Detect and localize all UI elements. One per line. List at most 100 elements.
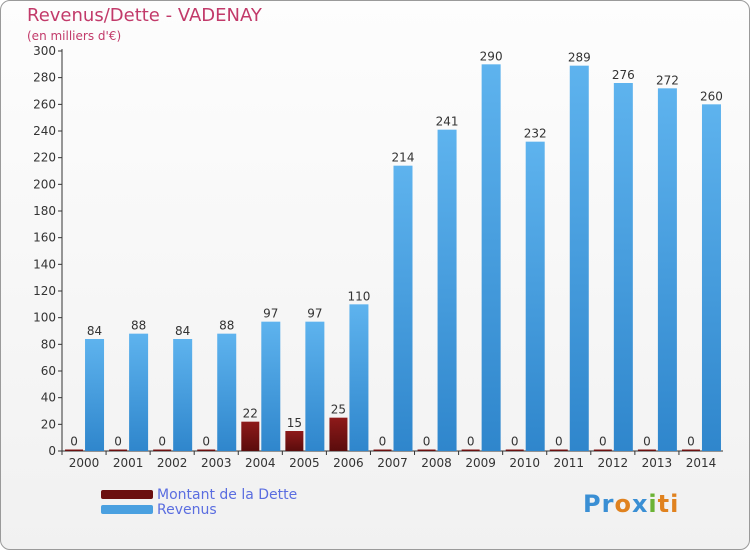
- data-label-revenus: 241: [436, 115, 459, 129]
- x-tick-label: 2012: [598, 456, 629, 470]
- data-label-revenus: 276: [612, 68, 635, 82]
- bar-dette: [285, 431, 304, 451]
- data-label-revenus: 88: [219, 319, 234, 333]
- y-tick-label: 160: [33, 231, 56, 245]
- data-label-dette: 0: [379, 435, 387, 449]
- data-label-revenus: 289: [568, 51, 591, 65]
- y-tick-label: 300: [33, 44, 56, 58]
- bar-dette: [153, 449, 172, 451]
- x-tick-label: 2001: [113, 456, 144, 470]
- bar-revenus: [393, 165, 413, 451]
- legend: Montant de la Dette Revenus: [101, 487, 297, 518]
- data-label-revenus: 232: [524, 127, 547, 141]
- x-tick-label: 2006: [333, 456, 364, 470]
- x-tick-label: 2002: [157, 456, 188, 470]
- y-tick-label: 200: [33, 177, 56, 191]
- data-label-dette: 0: [687, 435, 695, 449]
- y-tick-label: 0: [48, 444, 56, 458]
- bar-revenus: [613, 83, 633, 451]
- data-label-dette: 0: [555, 435, 563, 449]
- data-label-revenus: 110: [347, 289, 370, 303]
- data-label-dette: 0: [643, 435, 651, 449]
- y-tick-label: 20: [41, 417, 56, 431]
- data-label-dette: 15: [287, 416, 302, 430]
- y-tick-label: 260: [33, 97, 56, 111]
- data-label-dette: 22: [243, 407, 258, 421]
- bar-revenus: [85, 339, 105, 451]
- bar-dette: [109, 449, 128, 451]
- data-label-dette: 0: [158, 435, 166, 449]
- y-tick-label: 140: [33, 257, 56, 271]
- x-tick-label: 2008: [421, 456, 452, 470]
- y-tick-label: 220: [33, 151, 56, 165]
- data-label-revenus: 214: [392, 151, 415, 165]
- legend-swatch-revenus: [101, 505, 153, 514]
- x-tick-label: 2011: [553, 456, 584, 470]
- chart-axes: 0204060801001201401601802002202402602803…: [33, 44, 723, 470]
- bar-dette: [637, 449, 656, 451]
- y-tick-label: 60: [41, 364, 56, 378]
- bar-dette: [461, 449, 480, 451]
- y-tick-label: 280: [33, 71, 56, 85]
- bar-dette: [241, 421, 260, 451]
- legend-label-revenus: Revenus: [157, 501, 217, 518]
- bar-revenus: [261, 321, 281, 451]
- x-tick-label: 2014: [686, 456, 717, 470]
- bar-dette: [197, 449, 216, 451]
- bar-revenus: [437, 129, 457, 451]
- data-label-revenus: 272: [656, 73, 679, 87]
- bar-dette: [329, 417, 348, 451]
- data-label-revenus: 290: [480, 49, 503, 63]
- chart-title: Revenus/Dette - VADENAY: [27, 5, 262, 26]
- bar-revenus: [129, 333, 149, 451]
- bar-dette: [593, 449, 612, 451]
- bar-revenus: [657, 88, 677, 451]
- data-label-dette: 25: [331, 403, 346, 417]
- x-tick-label: 2007: [377, 456, 408, 470]
- x-tick-label: 2003: [201, 456, 232, 470]
- y-tick-label: 120: [33, 284, 56, 298]
- data-label-dette: 0: [599, 435, 607, 449]
- logo-part: x: [631, 490, 649, 518]
- chart-subtitle: (en milliers d'€): [27, 29, 122, 43]
- bar-revenus: [525, 141, 545, 451]
- y-tick-label: 240: [33, 124, 56, 138]
- bar-revenus: [173, 339, 193, 451]
- data-label-dette: 0: [423, 435, 431, 449]
- x-tick-label: 2010: [509, 456, 540, 470]
- proxiti-logo: Proxiti: [583, 490, 679, 518]
- data-label-revenus: 97: [263, 307, 278, 321]
- x-tick-label: 2000: [69, 456, 100, 470]
- bar-dette: [505, 449, 524, 451]
- x-tick-label: 2009: [465, 456, 496, 470]
- logo-part: i: [648, 490, 658, 518]
- bar-revenus: [349, 304, 369, 451]
- logo-part: ti: [657, 490, 680, 518]
- y-tick-label: 40: [41, 391, 56, 405]
- chart-value-labels: 0 84 0 88 0 84 0 88 22 97 15 97 25 110 0 214 0 241 0 290 0 23…: [70, 49, 723, 448]
- bar-dette: [65, 449, 84, 451]
- y-tick-label: 100: [33, 311, 56, 325]
- data-label-revenus: 84: [175, 324, 190, 338]
- x-tick-label: 2013: [642, 456, 673, 470]
- data-label-revenus: 88: [131, 319, 146, 333]
- logo-part: o: [614, 490, 632, 518]
- legend-swatch-dette: [101, 490, 153, 499]
- bar-revenus: [305, 321, 325, 451]
- bar-revenus: [481, 64, 501, 452]
- logo-part: Pr: [583, 490, 615, 518]
- data-label-dette: 0: [511, 435, 519, 449]
- x-tick-label: 2005: [289, 456, 320, 470]
- bar-revenus: [701, 104, 721, 451]
- y-tick-label: 80: [41, 337, 56, 351]
- legend-item-dette: Montant de la Dette: [101, 487, 297, 503]
- data-label-revenus: 260: [700, 89, 723, 103]
- y-tick-label: 180: [33, 204, 56, 218]
- chart-bars: [65, 64, 721, 452]
- data-label-dette: 0: [467, 435, 475, 449]
- bar-dette: [549, 449, 568, 451]
- bar-revenus: [569, 65, 589, 452]
- x-tick-label: 2004: [245, 456, 276, 470]
